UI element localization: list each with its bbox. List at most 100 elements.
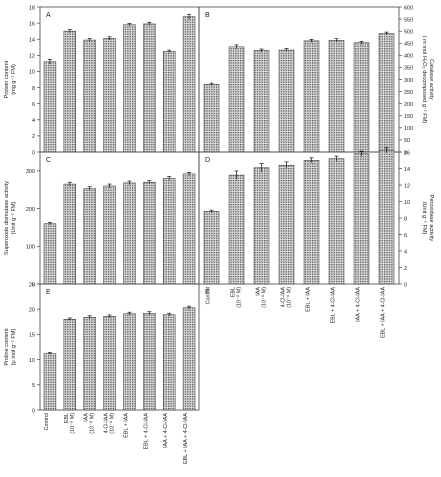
bar (103, 38, 116, 153)
panel-label: D (205, 157, 210, 164)
x-tick-label: (10⁻⁸ M) (237, 287, 243, 308)
bar (378, 150, 395, 285)
y-tick-label: 6 (404, 233, 407, 239)
panel-c: C 0 100 200 300 Superoxide dismutase activity… (4, 151, 200, 288)
y-tick-label: 25 (29, 282, 35, 288)
panel-label: E (46, 289, 51, 296)
y-tick-label: 600 (404, 5, 413, 11)
bar (143, 181, 156, 285)
x-tick-label: EBL (64, 413, 70, 423)
x-tick-label: IAA (84, 413, 90, 422)
category-labels: Control EBL (10⁻⁸ M) IAA (10⁻⁸ M) 4-Cl-IAA (10… (44, 413, 189, 464)
bar (353, 153, 370, 285)
panel-b: B 0 50 100 150 200 250 300 350 400 450 500 550 600 Cat… (198, 5, 434, 156)
bar (103, 316, 116, 411)
y-axis-label: (μ mol g⁻¹ FM) (11, 329, 17, 366)
bar (182, 173, 196, 285)
plot-frame (39, 283, 200, 411)
panel-label: F (205, 289, 209, 296)
y-tick-label: 14 (29, 38, 35, 44)
y-tick-label: 4 (404, 249, 407, 255)
y-tick-label: 500 (404, 29, 413, 35)
bar (378, 33, 395, 153)
bar (83, 39, 96, 153)
y-tick-label: 2 (404, 266, 407, 272)
bar (278, 164, 295, 285)
y-tick-label: 5 (32, 383, 35, 389)
y-tick-label: 50 (404, 138, 410, 144)
x-tick-label: EBL + IAA (306, 287, 312, 312)
y-axis-label: Catalase activity (428, 59, 434, 100)
y-tick-label: 550 (404, 17, 413, 23)
bar (253, 50, 270, 153)
y-tick-label: 0 (404, 150, 407, 156)
x-tick-label: EBL + IAA + 4-Cl-IAA (183, 413, 189, 464)
y-tick-label: 14 (404, 167, 410, 173)
bar (228, 46, 245, 153)
y-axis-label: (Unit g⁻¹ FM) (11, 201, 17, 234)
y-axis-label: (Unit g⁻¹ FM) (421, 202, 427, 235)
panel-d: D 0 2 4 6 8 10 12 14 16 Peroxidase activity(Unit g… (198, 147, 434, 288)
bar (328, 158, 345, 285)
y-tick-label: 12 (404, 183, 410, 189)
y-tick-label: 18 (29, 5, 35, 11)
bar (278, 49, 295, 153)
y-tick-label: 0 (32, 150, 35, 156)
bar (43, 223, 57, 285)
x-tick-label: EBL + IAA + 4-Cl-IAA (381, 287, 387, 338)
y-tick-label: 8 (32, 86, 35, 92)
x-tick-label: 4-Cl-IAA (104, 413, 110, 434)
bar (103, 185, 116, 285)
y-tick-label: 150 (404, 114, 413, 120)
bar (143, 23, 156, 153)
y-tick-label: 2 (32, 134, 35, 140)
bar (63, 319, 77, 411)
bar (63, 30, 77, 153)
x-tick-label: EBL + 4-Cl-IAA (143, 413, 149, 450)
y-tick-label: 300 (26, 169, 35, 175)
x-tick-label: (10⁻⁸ M) (287, 287, 293, 308)
y-tick-label: 0 (404, 282, 407, 288)
bar (303, 40, 320, 153)
y-tick-label: 4 (32, 118, 35, 124)
category-labels: Control EBL (10⁻⁸ M) IAA (10⁻⁸ M) 4-Cl-IAA (10… (206, 287, 387, 338)
y-tick-label: 16 (29, 21, 35, 27)
bar (83, 317, 96, 411)
bar (123, 182, 136, 285)
y-tick-label: 200 (26, 207, 35, 213)
panel-label: B (205, 12, 210, 19)
panel-e: E 0 5 10 15 20 25 Proline content (μ mol g⁻¹ FM) (4, 282, 200, 414)
bar (83, 188, 96, 285)
x-tick-label: EBL (231, 287, 237, 297)
panel-label: A (46, 12, 51, 19)
y-axis-label: ( m mol H₂O₂ decomposed g⁻¹ FM) (421, 36, 427, 124)
y-tick-label: 15 (29, 333, 35, 339)
y-axis-label: (mg g⁻¹ FM) (11, 64, 17, 95)
y-tick-label: 0 (32, 408, 35, 414)
y-tick-label: 20 (29, 308, 35, 314)
x-tick-label: Control (206, 287, 212, 304)
bar (203, 84, 220, 153)
bar (182, 307, 196, 411)
y-tick-label: 100 (404, 126, 413, 132)
y-tick-label: 16 (404, 150, 410, 156)
x-tick-label: IAA + 4-Cl-IAA (163, 413, 169, 448)
bar (123, 313, 136, 411)
bar (353, 42, 370, 153)
bar (63, 183, 77, 285)
x-tick-label: (10⁻⁸ M) (70, 413, 76, 434)
x-tick-label: EBL + IAA (123, 413, 129, 438)
y-axis-label: Peroxidase activity (428, 195, 434, 242)
bar (303, 160, 320, 285)
y-tick-label: 100 (26, 245, 35, 251)
x-tick-label: IAA (256, 287, 262, 296)
y-tick-label: 10 (29, 70, 35, 76)
y-tick-label: 0 (32, 282, 35, 288)
x-tick-label: Control (44, 413, 50, 430)
y-tick-label: 400 (404, 54, 413, 60)
bar (162, 314, 176, 411)
bar (123, 24, 136, 153)
x-tick-label: (10⁻⁸ M) (90, 413, 96, 434)
y-tick-label: 200 (404, 102, 413, 108)
